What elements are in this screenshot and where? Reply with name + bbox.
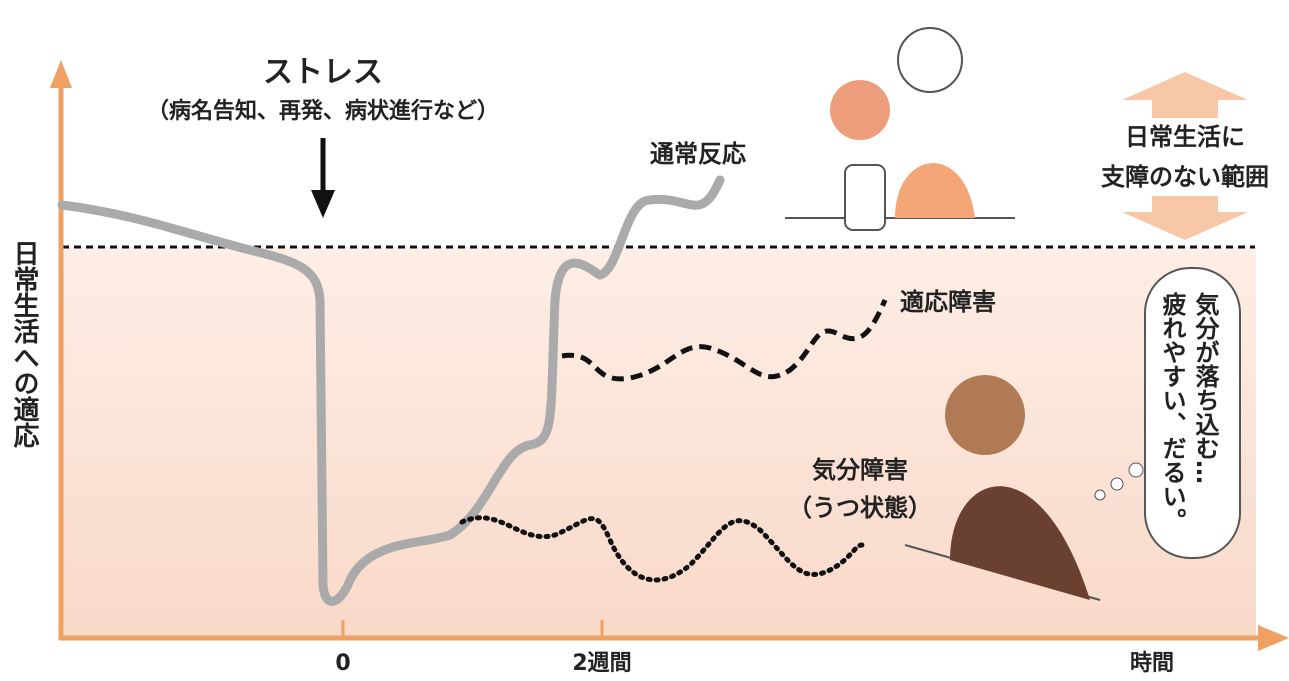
bubble-dot <box>1095 490 1105 500</box>
y-axis-label: 日常生活への適応 <box>9 240 39 449</box>
diagram: ストレス （病名告知、再発、病状進行など） 通常反応 適応障害 気分障害 （うつ… <box>0 0 1289 681</box>
stress-note: （病名告知、再発、病状進行など） <box>147 98 499 124</box>
range-line: 支障のない範囲 <box>1101 163 1269 191</box>
stress-arrow-head <box>311 190 335 218</box>
x-axis-arrow <box>1258 625 1289 651</box>
y-axis-arrow <box>50 60 72 88</box>
x-tick-label: 0 <box>335 651 350 676</box>
woman-body <box>895 163 975 218</box>
range-arrow-up <box>1122 72 1248 118</box>
vase <box>845 165 885 230</box>
thought-line: 疲れやすい、だるい。 <box>1158 292 1186 532</box>
flowers <box>830 80 890 140</box>
thought-line: 気分が落ち込む… <box>1191 291 1220 484</box>
range-arrow-down <box>1122 196 1248 240</box>
mood-note: （うつ状態） <box>788 494 932 522</box>
sad-head <box>945 375 1025 455</box>
bubble-dot <box>1129 463 1143 477</box>
x-tick-label: 2週間 <box>572 651 631 676</box>
woman-head <box>898 28 962 92</box>
normal-label: 通常反応 <box>650 140 746 168</box>
bubble-dot <box>1111 478 1123 490</box>
range-line: 日常生活に <box>1125 123 1245 151</box>
stress-label: ストレス <box>263 55 383 90</box>
x-axis-label: 時間 <box>1130 651 1174 676</box>
mood-label: 気分障害 <box>812 456 908 484</box>
adjustment-label: 適応障害 <box>900 288 996 316</box>
